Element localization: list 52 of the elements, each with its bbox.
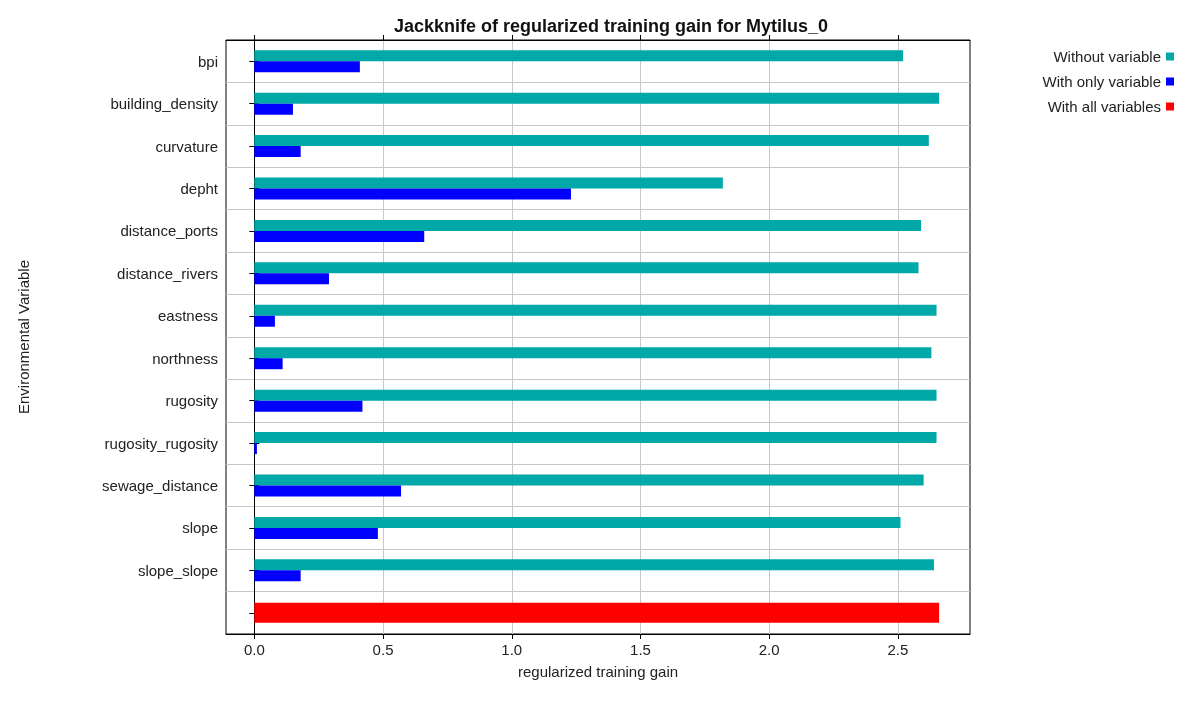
- bar: [254, 516, 901, 528]
- bar: [254, 432, 937, 444]
- bar: [254, 570, 301, 582]
- bar: [254, 92, 940, 104]
- bar: [254, 219, 922, 231]
- x-tick-label: 0.0: [243, 641, 265, 658]
- y-tick-label: slope_slope: [137, 561, 218, 579]
- bar: [254, 146, 301, 158]
- bar: [254, 103, 293, 115]
- x-tick-label: 0.5: [372, 641, 394, 658]
- bar: [254, 485, 402, 497]
- bar: [254, 50, 904, 62]
- y-tick-label: distance_ports: [120, 222, 218, 240]
- bar: [254, 177, 723, 189]
- y-tick-label: rugosity: [165, 392, 219, 410]
- x-tick-label: 2.5: [887, 641, 909, 658]
- x-tick-label: 2.0: [758, 641, 780, 658]
- y-tick-label: sewage_distance: [102, 477, 218, 494]
- y-tick-label: northness: [152, 349, 218, 367]
- bar: [254, 602, 940, 623]
- bar: [254, 474, 924, 486]
- y-tick-label: rugosity_rugosity: [104, 434, 219, 452]
- y-tick-label: bpi: [197, 52, 218, 70]
- x-tick-label: 1.0: [501, 641, 523, 658]
- bar: [254, 347, 932, 359]
- y-tick-label: depht: [180, 180, 219, 197]
- bar: [254, 262, 919, 274]
- legend-label: With all variables: [1047, 98, 1161, 115]
- x-axis-title: regularized training gain: [517, 663, 679, 680]
- bar: [254, 273, 329, 285]
- x-tick-label: 1.5: [630, 641, 651, 658]
- bar: [254, 389, 937, 401]
- y-axis-title: Environmental Variable: [15, 260, 32, 414]
- bar: [254, 443, 257, 455]
- bar: [254, 400, 363, 412]
- bar: [254, 315, 275, 327]
- bar: [254, 61, 360, 73]
- bar: [254, 559, 934, 571]
- y-tick-label: distance_rivers: [117, 264, 218, 282]
- y-tick-label: building_density: [110, 95, 219, 113]
- bar: [254, 358, 283, 370]
- y-tick-label: curvature: [155, 137, 218, 155]
- bar: [254, 304, 937, 316]
- bar: [254, 188, 571, 200]
- y-tick-label: slope: [182, 519, 218, 537]
- chart-title: Jackknife of regularized training gain for Mytilus_0: [393, 16, 829, 36]
- legend-label: With only variable: [1042, 73, 1161, 90]
- bar: [254, 527, 378, 539]
- legend-label: Without variable: [1053, 48, 1161, 65]
- y-tick-label: eastness: [157, 307, 218, 325]
- bar: [254, 135, 929, 147]
- bar: [254, 230, 425, 242]
